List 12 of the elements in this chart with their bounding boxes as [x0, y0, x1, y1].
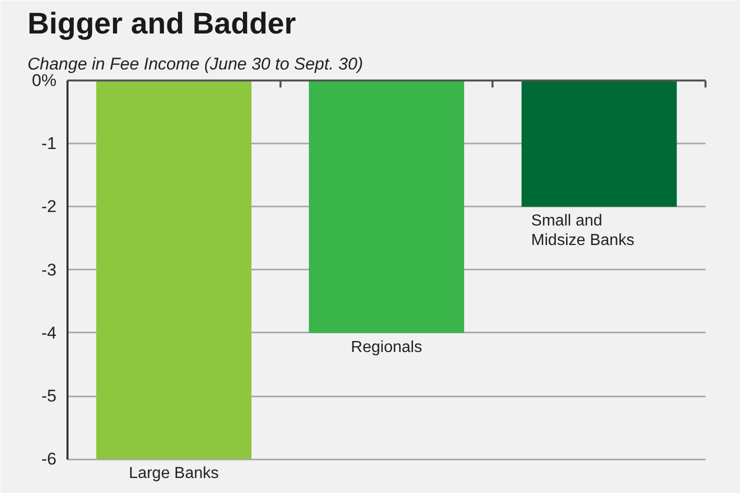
- y-tick-label: -1: [41, 134, 57, 154]
- chart-title: Bigger and Badder: [28, 8, 296, 40]
- y-tick-label: -3: [41, 260, 57, 280]
- chart-subtitle: Change in Fee Income (June 30 to Sept. 30): [28, 54, 363, 74]
- x-tick-label: Regionals: [350, 338, 422, 356]
- x-tick-label: Large Banks: [128, 465, 219, 482]
- y-tick-label: -2: [41, 197, 57, 216]
- y-tick-label: -5: [41, 386, 57, 406]
- y-tick-label: -4: [41, 323, 57, 342]
- x-tick-label: Small and Midsize Banks: [531, 212, 634, 250]
- y-tick-label: -6: [41, 450, 57, 469]
- y-tick-label: 0%: [32, 71, 57, 90]
